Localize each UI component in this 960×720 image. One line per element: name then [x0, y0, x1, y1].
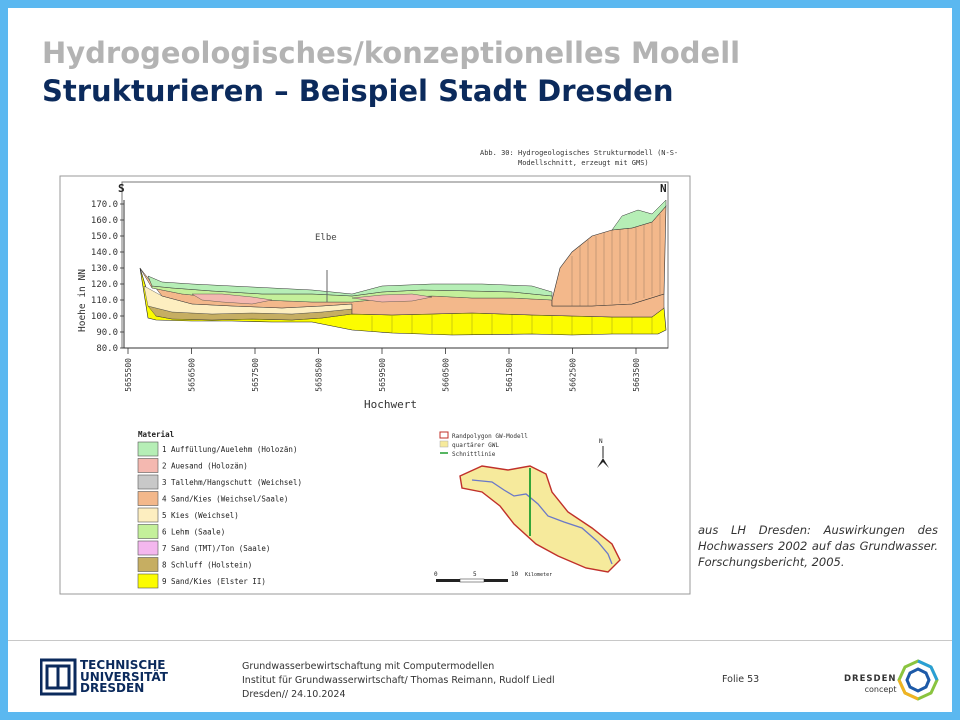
map-legend-section: Schnittlinie — [452, 451, 496, 458]
legend-swatch — [137, 441, 159, 457]
tu-dresden-wordmark: TECHNISCHE UNIVERSITÄT DRESDEN — [80, 658, 168, 695]
partner-line-1: DRESDEN — [844, 674, 897, 684]
layer-1-auffuellung — [147, 275, 553, 297]
figure-caption-1: Hydrogeologisches Strukturmodell (N-S- — [518, 149, 678, 157]
river-elbe-map — [471, 479, 613, 565]
x-axis-label: Hochwert — [364, 398, 417, 411]
partner-line-2: concept — [864, 685, 897, 694]
course-title: Grundwasserbewirtschaftung mit Computerm… — [242, 661, 495, 672]
x-tick-label: 5657500 — [251, 358, 260, 392]
legend-label: 9 Sand/Kies (Elster II) — [162, 577, 266, 586]
logo-line-2: UNIVERSITÄT — [80, 669, 168, 684]
x-tick-label: 5655500 — [124, 358, 133, 392]
map-legend-boundary: Randpolygon GW-Modell — [452, 433, 528, 440]
scale-5: 5 — [473, 571, 477, 578]
hydrogeological-figure: Abb. 30: Hydrogeologisches Strukturmodel… — [59, 149, 691, 595]
slide-number: Folie 53 — [722, 674, 760, 685]
north-label: N — [660, 182, 667, 195]
y-tick-label: 130.0 — [91, 264, 118, 274]
legend-swatch — [137, 491, 159, 506]
x-tick-label: 5658500 — [315, 358, 324, 392]
legend-label: 5 Kies (Weichsel) — [162, 511, 239, 520]
legend-label: 4 Sand/Kies (Weichsel/Saale) — [162, 495, 288, 504]
y-tick-label: 140.0 — [91, 248, 118, 258]
slide: Hydrogeologisches/konzeptionelles Modell… — [8, 8, 952, 712]
location-map: Randpolygon GW-Modell quartärer GWL Schn… — [434, 431, 621, 583]
material-legend: 1 Auffüllung/Auelehm (Holozän) 2 Auesand … — [137, 441, 302, 589]
scale-10: 10 — [511, 571, 519, 578]
legend-swatch — [137, 540, 159, 556]
x-tick-label: 5659500 — [378, 358, 387, 392]
cross-section-layers — [139, 199, 667, 336]
legend-label: 8 Schluff (Holstein) — [162, 561, 252, 570]
y-tick-label: 90.0 — [96, 328, 118, 338]
legend-swatch — [137, 507, 159, 523]
figure-caption-2: Modellschnitt, erzeugt mit GMS) — [518, 159, 649, 167]
y-tick-label: 110.0 — [91, 296, 118, 306]
logo-line-1: TECHNISCHE — [80, 658, 166, 672]
legend-label: 3 Tallehm/Hangschutt (Weichsel) — [162, 478, 302, 487]
figure-number: Abb. 30: — [480, 149, 514, 157]
institute-authors: Institut für Grundwasserwirtschaft/ Thom… — [242, 675, 555, 686]
legend-label: 7 Sand (TMT)/Ton (Saale) — [162, 544, 270, 553]
legend-swatch — [137, 458, 159, 473]
y-axis-ticks: 170.0 160.0 150.0 140.0 130.0 120.0 110.0 100.0… — [91, 200, 124, 354]
y-tick-label: 170.0 — [91, 200, 118, 210]
footer-info: Grundwasserbewirtschaftung mit Computerm… — [242, 660, 555, 702]
legend-swatch — [137, 573, 159, 589]
legend-label: 2 Auesand (Holozän) — [162, 462, 248, 471]
x-tick-label: 5662500 — [569, 358, 578, 392]
tu-dresden-logo-icon — [40, 658, 77, 696]
slide-title: Hydrogeologisches/konzeptionelles Modell — [42, 36, 741, 70]
layer-2-auesand-2 — [351, 293, 433, 303]
legend-swatch — [137, 557, 159, 572]
dresden-concept-logo-icon — [897, 659, 939, 701]
elbe-label: Elbe — [315, 233, 337, 243]
x-tick-label: 5661500 — [505, 358, 514, 392]
y-tick-label: 120.0 — [91, 280, 118, 290]
footer-divider — [8, 640, 952, 641]
scale-0: 0 — [434, 571, 438, 578]
x-tick-label: 5656500 — [188, 358, 197, 392]
y-tick-label: 150.0 — [91, 232, 118, 242]
legend-label: 1 Auffüllung/Auelehm (Holozän) — [162, 445, 297, 454]
layer-1-north-cap — [611, 199, 667, 231]
scale-unit: Kilometer — [525, 572, 552, 578]
logo-line-3: DRESDEN — [80, 681, 145, 695]
north-arrow-label: N — [599, 438, 603, 445]
place-date: Dresden// 24.10.2024 — [242, 689, 346, 700]
north-arrow-icon: N — [597, 438, 609, 468]
x-tick-label: 5660500 — [442, 358, 451, 392]
slide-subtitle: Strukturieren – Beispiel Stadt Dresden — [42, 74, 674, 108]
legend-label: 6 Lehm (Saale) — [162, 528, 225, 537]
map-legend-aquifer: quartärer GWL — [452, 442, 499, 449]
dresden-concept-wordmark: DRESDEN concept — [844, 674, 897, 694]
legend-swatch — [137, 524, 159, 539]
y-tick-label: 80.0 — [96, 344, 118, 354]
y-tick-label: 100.0 — [91, 312, 118, 322]
source-caption: aus LH Dresden: Auswirkungen des Hochwas… — [698, 523, 938, 569]
legend-swatch — [137, 474, 159, 490]
x-axis-ticks: 5655500 5656500 5657500 5658500 5659500 56605… — [124, 348, 641, 392]
model-boundary-polygon — [459, 465, 621, 573]
y-tick-label: 160.0 — [91, 216, 118, 226]
x-tick-label: 5663500 — [632, 358, 641, 392]
legend-title: Material — [138, 430, 174, 439]
y-axis-label: Hoehe in NN — [77, 269, 88, 332]
south-label: S — [118, 182, 125, 195]
map-scale-bar: 0 5 10 Kilometer — [434, 571, 552, 583]
layer-2-auesand — [191, 293, 273, 305]
